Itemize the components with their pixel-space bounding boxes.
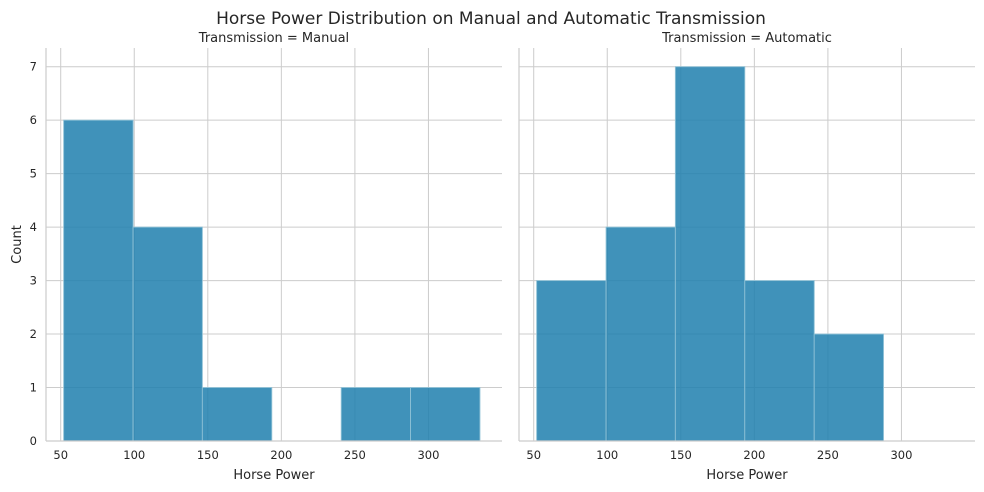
manual-y-axis-label: Count [10,225,25,264]
manual-ytick-label-5: 5 [30,167,37,181]
automatic-bar-1 [605,226,676,442]
manual-bar-1 [132,226,203,442]
manual-bar-2 [201,387,273,442]
automatic-bar-4 [813,333,884,442]
automatic-xtick-label-3: 200 [743,448,765,462]
automatic-bar-3 [744,280,815,442]
automatic-xtick-label-4: 250 [817,448,839,462]
figure-title: Horse Power Distribution on Manual and A… [216,9,766,29]
manual-ytick-label-7: 7 [30,60,37,74]
automatic-bar-0 [536,280,607,442]
panel-manual: 50 100 150 200 250 300 0 1 2 3 4 5 6 7 Transmission = … [10,31,502,483]
manual-xtick-label-3: 200 [270,448,292,462]
manual-ytick-label-2: 2 [30,327,37,341]
automatic-x-axis-label: Horse Power [706,468,788,483]
manual-bar-0 [63,119,134,442]
automatic-xtick-label-1: 100 [596,448,618,462]
automatic-xtick-label-0: 50 [526,448,541,462]
manual-xtick-label-0: 50 [53,448,68,462]
manual-xtick-label-4: 250 [344,448,366,462]
manual-panel-title: Transmission = Manual [198,31,349,46]
manual-bar-4 [340,387,411,442]
manual-bar-5 [410,387,481,442]
manual-xtick-label-2: 150 [197,448,219,462]
manual-ytick-label-0: 0 [30,434,37,448]
automatic-bar-2 [674,66,746,442]
manual-ytick-label-6: 6 [30,113,37,127]
manual-ytick-label-1: 1 [30,381,37,395]
panel-automatic: 50 100 150 200 250 300 Transmission = Automati… [518,31,975,483]
manual-ytick-label-4: 4 [30,220,37,234]
automatic-panel-title: Transmission = Automatic [661,31,832,46]
manual-x-axis-label: Horse Power [233,468,315,483]
automatic-xtick-label-2: 150 [670,448,692,462]
manual-ytick-label-3: 3 [30,274,37,288]
manual-xtick-label-1: 100 [123,448,145,462]
automatic-xtick-label-5: 300 [890,448,912,462]
manual-xtick-label-5: 300 [417,448,439,462]
